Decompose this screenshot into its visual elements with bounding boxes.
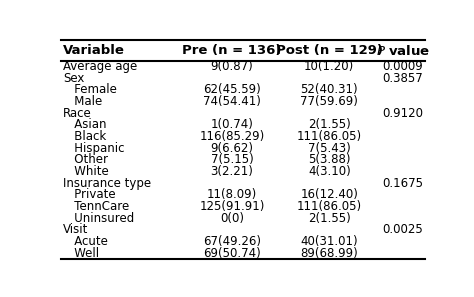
Text: 69(50.74): 69(50.74) (203, 247, 261, 260)
Text: Black: Black (63, 130, 106, 143)
Text: 40(31.01): 40(31.01) (301, 235, 358, 248)
Text: White: White (63, 165, 109, 178)
Text: 0.0025: 0.0025 (383, 223, 423, 236)
Text: 74(54.41): 74(54.41) (203, 95, 261, 108)
Text: Hispanic: Hispanic (63, 142, 124, 155)
Text: Female: Female (63, 83, 117, 97)
Text: Uninsured: Uninsured (63, 212, 134, 225)
Text: 0(0): 0(0) (220, 212, 244, 225)
Text: 0.9120: 0.9120 (382, 107, 423, 120)
Text: Insurance type: Insurance type (63, 177, 151, 190)
Text: 5(3.88): 5(3.88) (308, 154, 350, 166)
Text: 67(49.26): 67(49.26) (203, 235, 261, 248)
Text: 77(59.69): 77(59.69) (301, 95, 358, 108)
Text: 125(91.91): 125(91.91) (199, 200, 264, 213)
Text: 0.1675: 0.1675 (382, 177, 423, 190)
Text: 111(86.05): 111(86.05) (297, 200, 362, 213)
Text: Post (n = 129): Post (n = 129) (276, 44, 383, 57)
Text: 52(40.31): 52(40.31) (301, 83, 358, 97)
Text: Race: Race (63, 107, 91, 120)
Text: 111(86.05): 111(86.05) (297, 130, 362, 143)
Text: 2(1.55): 2(1.55) (308, 212, 351, 225)
Text: Asian: Asian (63, 119, 107, 132)
Text: TennCare: TennCare (63, 200, 129, 213)
Text: Variable: Variable (63, 44, 125, 57)
Text: 1(0.74): 1(0.74) (210, 119, 253, 132)
Text: 7(5.43): 7(5.43) (308, 142, 351, 155)
Text: Other: Other (63, 154, 108, 166)
Text: 116(85.29): 116(85.29) (199, 130, 264, 143)
Text: Visit: Visit (63, 223, 88, 236)
Text: Pre (n = 136): Pre (n = 136) (182, 44, 282, 57)
Text: 0.0009: 0.0009 (383, 60, 423, 73)
Text: 7(5.15): 7(5.15) (210, 154, 253, 166)
Text: 9(6.62): 9(6.62) (210, 142, 254, 155)
Text: Male: Male (63, 95, 102, 108)
Text: Acute: Acute (63, 235, 108, 248)
Text: Well: Well (63, 247, 99, 260)
Text: 0.3857: 0.3857 (383, 72, 423, 85)
Text: 10(1.20): 10(1.20) (304, 60, 355, 73)
Text: 62(45.59): 62(45.59) (203, 83, 261, 97)
Text: $\mathbf{\mathit{P}}$$\bf{\ value}$: $\mathbf{\mathit{P}}$$\bf{\ value}$ (375, 43, 430, 58)
Text: 89(68.99): 89(68.99) (301, 247, 358, 260)
Text: 3(2.21): 3(2.21) (210, 165, 253, 178)
Text: 16(12.40): 16(12.40) (301, 188, 358, 201)
Text: Average age: Average age (63, 60, 137, 73)
Text: 11(8.09): 11(8.09) (207, 188, 257, 201)
Text: Private: Private (63, 188, 116, 201)
Text: 2(1.55): 2(1.55) (308, 119, 351, 132)
Text: Sex: Sex (63, 72, 84, 85)
Text: 9(0.87): 9(0.87) (210, 60, 253, 73)
Text: 4(3.10): 4(3.10) (308, 165, 351, 178)
